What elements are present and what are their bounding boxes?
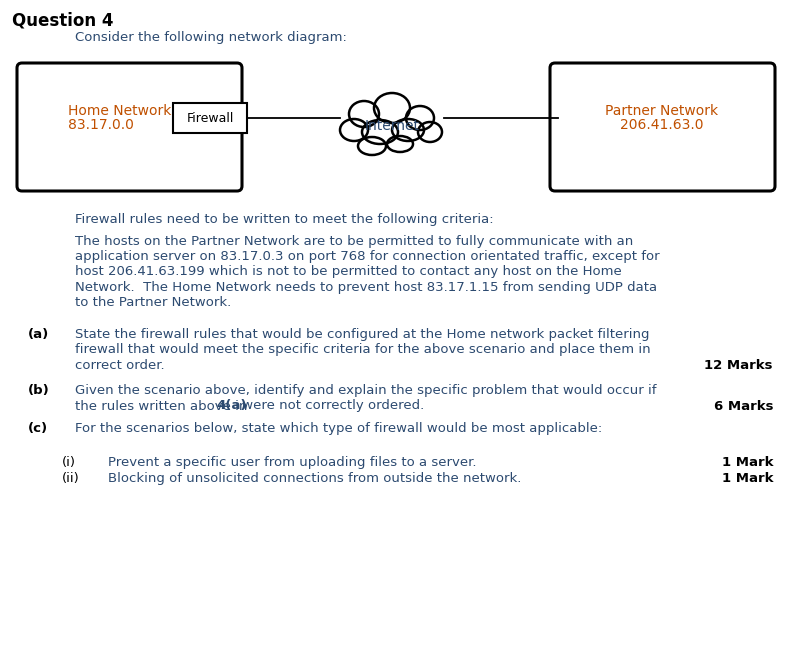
Text: For the scenarios below, state which type of firewall would be most applicable:: For the scenarios below, state which typ… [75, 422, 602, 435]
Text: to the Partner Network.: to the Partner Network. [75, 296, 231, 310]
Text: 6 Marks: 6 Marks [713, 400, 773, 412]
Text: The hosts on the Partner Network are to be permitted to fully communicate with a: The hosts on the Partner Network are to … [75, 234, 634, 248]
Text: Given the scenario above, identify and explain the specific problem that would o: Given the scenario above, identify and e… [75, 384, 656, 397]
Text: firewall that would meet the specific criteria for the above scenario and place : firewall that would meet the specific cr… [75, 344, 651, 356]
Text: application server on 83.17.0.3 on port 768 for connection orientated traffic, e: application server on 83.17.0.3 on port … [75, 250, 660, 263]
Text: Consider the following network diagram:: Consider the following network diagram: [75, 31, 347, 44]
Text: Question 4: Question 4 [12, 12, 114, 30]
Text: 1 Mark: 1 Mark [721, 456, 773, 469]
Ellipse shape [406, 106, 434, 130]
Text: correct order.: correct order. [75, 359, 164, 372]
Text: Home Network: Home Network [68, 104, 171, 118]
Ellipse shape [358, 137, 386, 155]
Text: Firewall: Firewall [186, 111, 234, 125]
Text: (a): (a) [28, 328, 49, 341]
Text: 4(a): 4(a) [216, 400, 246, 412]
Ellipse shape [340, 119, 368, 141]
Text: (b): (b) [28, 384, 50, 397]
Ellipse shape [418, 122, 442, 142]
Text: 206.41.63.0: 206.41.63.0 [620, 118, 704, 132]
Ellipse shape [362, 120, 398, 144]
Ellipse shape [349, 101, 379, 127]
Text: Firewall rules need to be written to meet the following criteria:: Firewall rules need to be written to mee… [75, 213, 494, 226]
Text: Prevent a specific user from uploading files to a server.: Prevent a specific user from uploading f… [108, 456, 476, 469]
Text: State the firewall rules that would be configured at the Home network packet fil: State the firewall rules that would be c… [75, 328, 649, 341]
Text: Blocking of unsolicited connections from outside the network.: Blocking of unsolicited connections from… [108, 472, 521, 485]
FancyBboxPatch shape [550, 63, 775, 191]
Text: (c): (c) [28, 422, 48, 435]
Text: 1 Mark: 1 Mark [721, 472, 773, 485]
Text: host 206.41.63.199 which is not to be permitted to contact any host on the Home: host 206.41.63.199 which is not to be pe… [75, 266, 622, 278]
Text: Partner Network: Partner Network [605, 104, 719, 118]
FancyBboxPatch shape [17, 63, 242, 191]
Ellipse shape [387, 136, 413, 152]
Text: 83.17.0.0: 83.17.0.0 [68, 118, 134, 132]
Text: Network.  The Home Network needs to prevent host 83.17.1.15 from sending UDP dat: Network. The Home Network needs to preve… [75, 281, 657, 294]
Text: were not correctly ordered.: were not correctly ordered. [238, 400, 424, 412]
Text: (ii): (ii) [62, 472, 80, 485]
Ellipse shape [374, 93, 410, 123]
Text: (i): (i) [62, 456, 76, 469]
Text: Internet: Internet [364, 119, 419, 133]
Text: 12 Marks: 12 Marks [705, 359, 773, 372]
FancyBboxPatch shape [173, 103, 247, 133]
Text: the rules written above in: the rules written above in [75, 400, 252, 412]
Ellipse shape [392, 119, 424, 141]
